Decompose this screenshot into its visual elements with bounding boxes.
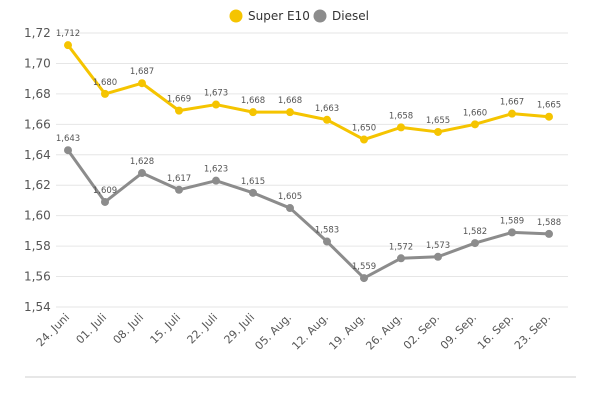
data-point xyxy=(249,108,257,117)
data-label: 1,609 xyxy=(93,186,117,196)
data-point xyxy=(434,127,442,136)
data-point xyxy=(286,204,294,213)
legend-label-1: Diesel xyxy=(332,9,369,23)
legend-marker-0 xyxy=(229,9,243,23)
data-label: 1,663 xyxy=(315,104,339,114)
data-point xyxy=(545,229,553,238)
y-axis: 1,72 1,70 1,68 1,66 1,64 1,62 1,60 1,58 1,56 1,54 xyxy=(24,26,51,314)
series-line-1 xyxy=(66,148,551,280)
data-label: 1,617 xyxy=(167,174,191,184)
data-point xyxy=(101,197,109,206)
data-point xyxy=(212,176,220,185)
data-label: 1,668 xyxy=(278,96,302,106)
y-tick-label: 1,56 xyxy=(24,270,51,284)
data-point xyxy=(397,123,405,132)
x-tick-label: 05. Aug. xyxy=(252,311,294,353)
data-point xyxy=(323,115,331,124)
data-point xyxy=(138,79,146,88)
x-tick-label: 16. Sep. xyxy=(475,311,516,352)
data-label: 1,650 xyxy=(352,124,376,134)
data-point xyxy=(545,112,553,121)
data-label: 1,628 xyxy=(130,157,154,167)
data-label: 1,665 xyxy=(537,101,561,111)
data-point xyxy=(64,146,72,155)
legend-marker-1 xyxy=(313,9,327,23)
data-point xyxy=(471,120,479,129)
data-point xyxy=(212,100,220,109)
data-point xyxy=(360,135,368,144)
data-point xyxy=(249,188,257,197)
data-label: 1,559 xyxy=(352,262,376,272)
x-tick-label: 01. Juli xyxy=(74,311,110,347)
y-tick-label: 1,64 xyxy=(24,148,51,162)
y-tick-label: 1,60 xyxy=(24,209,51,223)
data-label: 1,669 xyxy=(167,95,191,105)
x-tick-label: 08. Juli xyxy=(111,311,147,347)
x-tick-label: 23. Sep. xyxy=(512,311,553,352)
data-point xyxy=(101,89,109,98)
x-tick-label: 29. Juli xyxy=(222,311,258,347)
data-label: 1,658 xyxy=(389,111,413,121)
y-tick-label: 1,70 xyxy=(24,56,51,70)
data-point xyxy=(138,169,146,178)
data-label: 1,588 xyxy=(537,218,561,228)
x-axis: 24. Juni 01. Juli 08. Juli 15. Juli 22. Juli… xyxy=(34,311,553,353)
data-label: 1,643 xyxy=(56,134,80,144)
data-label: 1,667 xyxy=(500,98,524,108)
series-layer xyxy=(64,41,553,283)
data-label: 1,655 xyxy=(426,116,450,126)
x-tick-label: 15. Juli xyxy=(148,311,184,347)
data-label: 1,687 xyxy=(130,67,154,77)
data-point xyxy=(175,185,183,194)
data-label: 1,572 xyxy=(389,242,413,252)
data-label: 1,660 xyxy=(463,108,487,118)
gridlines xyxy=(56,32,568,308)
data-label: 1,623 xyxy=(204,165,228,175)
legend: Super E10 Diesel xyxy=(229,9,369,23)
x-tick-label: 09. Sep. xyxy=(438,311,479,352)
data-label: 1,615 xyxy=(241,177,265,187)
data-label: 1,582 xyxy=(463,227,487,237)
y-tick-label: 1,72 xyxy=(24,26,51,40)
data-point xyxy=(323,237,331,246)
x-tick-label: 24. Juni xyxy=(34,311,72,349)
y-tick-label: 1,54 xyxy=(24,300,51,314)
data-label: 1,589 xyxy=(500,216,524,226)
data-label: 1,583 xyxy=(315,226,339,236)
data-point xyxy=(360,274,368,283)
data-point xyxy=(397,254,405,263)
data-point xyxy=(286,108,294,117)
data-point xyxy=(508,228,516,237)
data-point xyxy=(508,109,516,118)
x-tick-label: 26. Aug. xyxy=(363,311,405,353)
x-tick-label: 19. Aug. xyxy=(326,311,368,353)
y-tick-label: 1,68 xyxy=(24,87,51,101)
data-label: 1,573 xyxy=(426,241,450,251)
y-tick-label: 1,58 xyxy=(24,239,51,253)
x-tick-label: 02. Sep. xyxy=(401,311,442,352)
data-label: 1,605 xyxy=(278,192,302,202)
data-point xyxy=(471,239,479,248)
y-tick-label: 1,66 xyxy=(24,117,51,131)
data-label: 1,712 xyxy=(56,29,80,39)
data-point xyxy=(175,106,183,115)
data-label: 1,680 xyxy=(93,78,117,88)
series-line-0 xyxy=(66,43,551,142)
y-tick-label: 1,62 xyxy=(24,178,51,192)
legend-label-0: Super E10 xyxy=(248,9,310,23)
data-point xyxy=(64,41,72,50)
data-labels-layer: 1,712 1,680 1,687 1,669 1,673 1,668 1,668 1,663… xyxy=(56,29,561,272)
x-tick-label: 22. Juli xyxy=(185,311,221,347)
data-point xyxy=(434,252,442,261)
x-tick-label: 12. Aug. xyxy=(289,311,331,353)
data-label: 1,673 xyxy=(204,89,228,99)
data-label: 1,668 xyxy=(241,96,265,106)
